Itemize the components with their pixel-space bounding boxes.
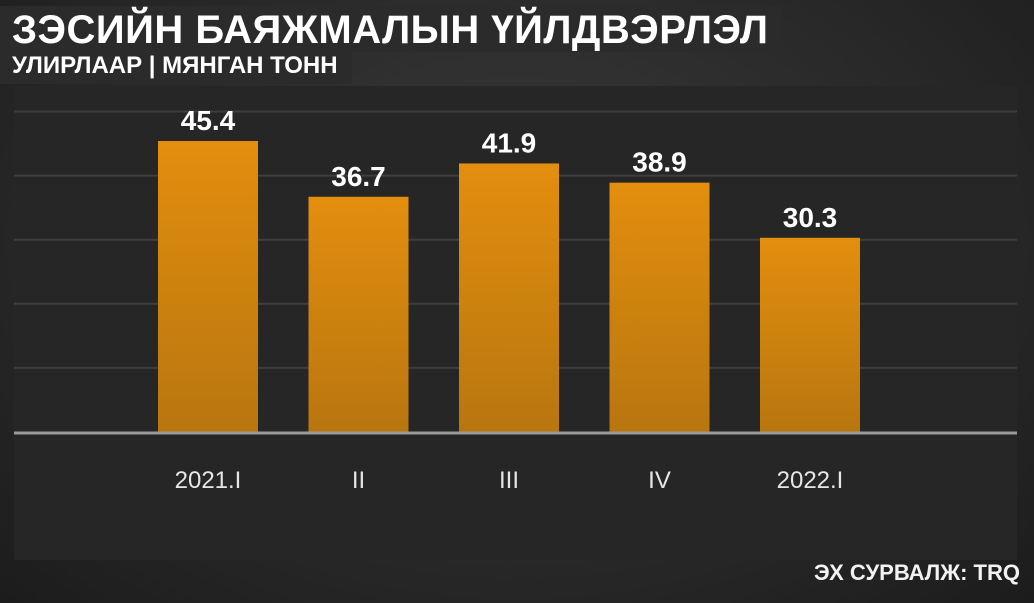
bar-4: [609, 182, 710, 432]
chart-subtitle: УЛИРЛААР | МЯНГАН ТОНН: [12, 52, 338, 79]
source-label: ЭХ СУРВАЛЖ: TRQ: [814, 560, 1020, 585]
chart-title: ЗЭСИЙН БАЯЖМАЛЫН ҮЙЛДВЭРЛЭЛ: [12, 8, 769, 52]
bar-5: [760, 237, 860, 432]
data-label-3: 41.9: [482, 127, 537, 158]
title-bar: ЗЭСИЙН БАЯЖМАЛЫН ҮЙЛДВЭРЛЭЛ: [0, 6, 783, 52]
subtitle-bar: УЛИРЛААР | МЯНГАН ТОНН: [0, 50, 352, 84]
x-tick-label-2: II: [352, 467, 365, 494]
bar-2: [308, 196, 409, 432]
data-label-2: 36.7: [331, 161, 386, 192]
bar-3: [459, 163, 559, 433]
x-tick-label-3: III: [499, 467, 519, 494]
bar-1: [158, 141, 258, 432]
data-label-5: 30.3: [783, 202, 838, 233]
x-tick-label-4: IV: [648, 467, 671, 494]
x-tick-label-5: 2022.I: [777, 467, 844, 494]
data-label-1: 45.4: [181, 105, 236, 136]
x-tick-label-1: 2021.I: [175, 467, 242, 494]
data-label-4: 38.9: [632, 147, 687, 178]
